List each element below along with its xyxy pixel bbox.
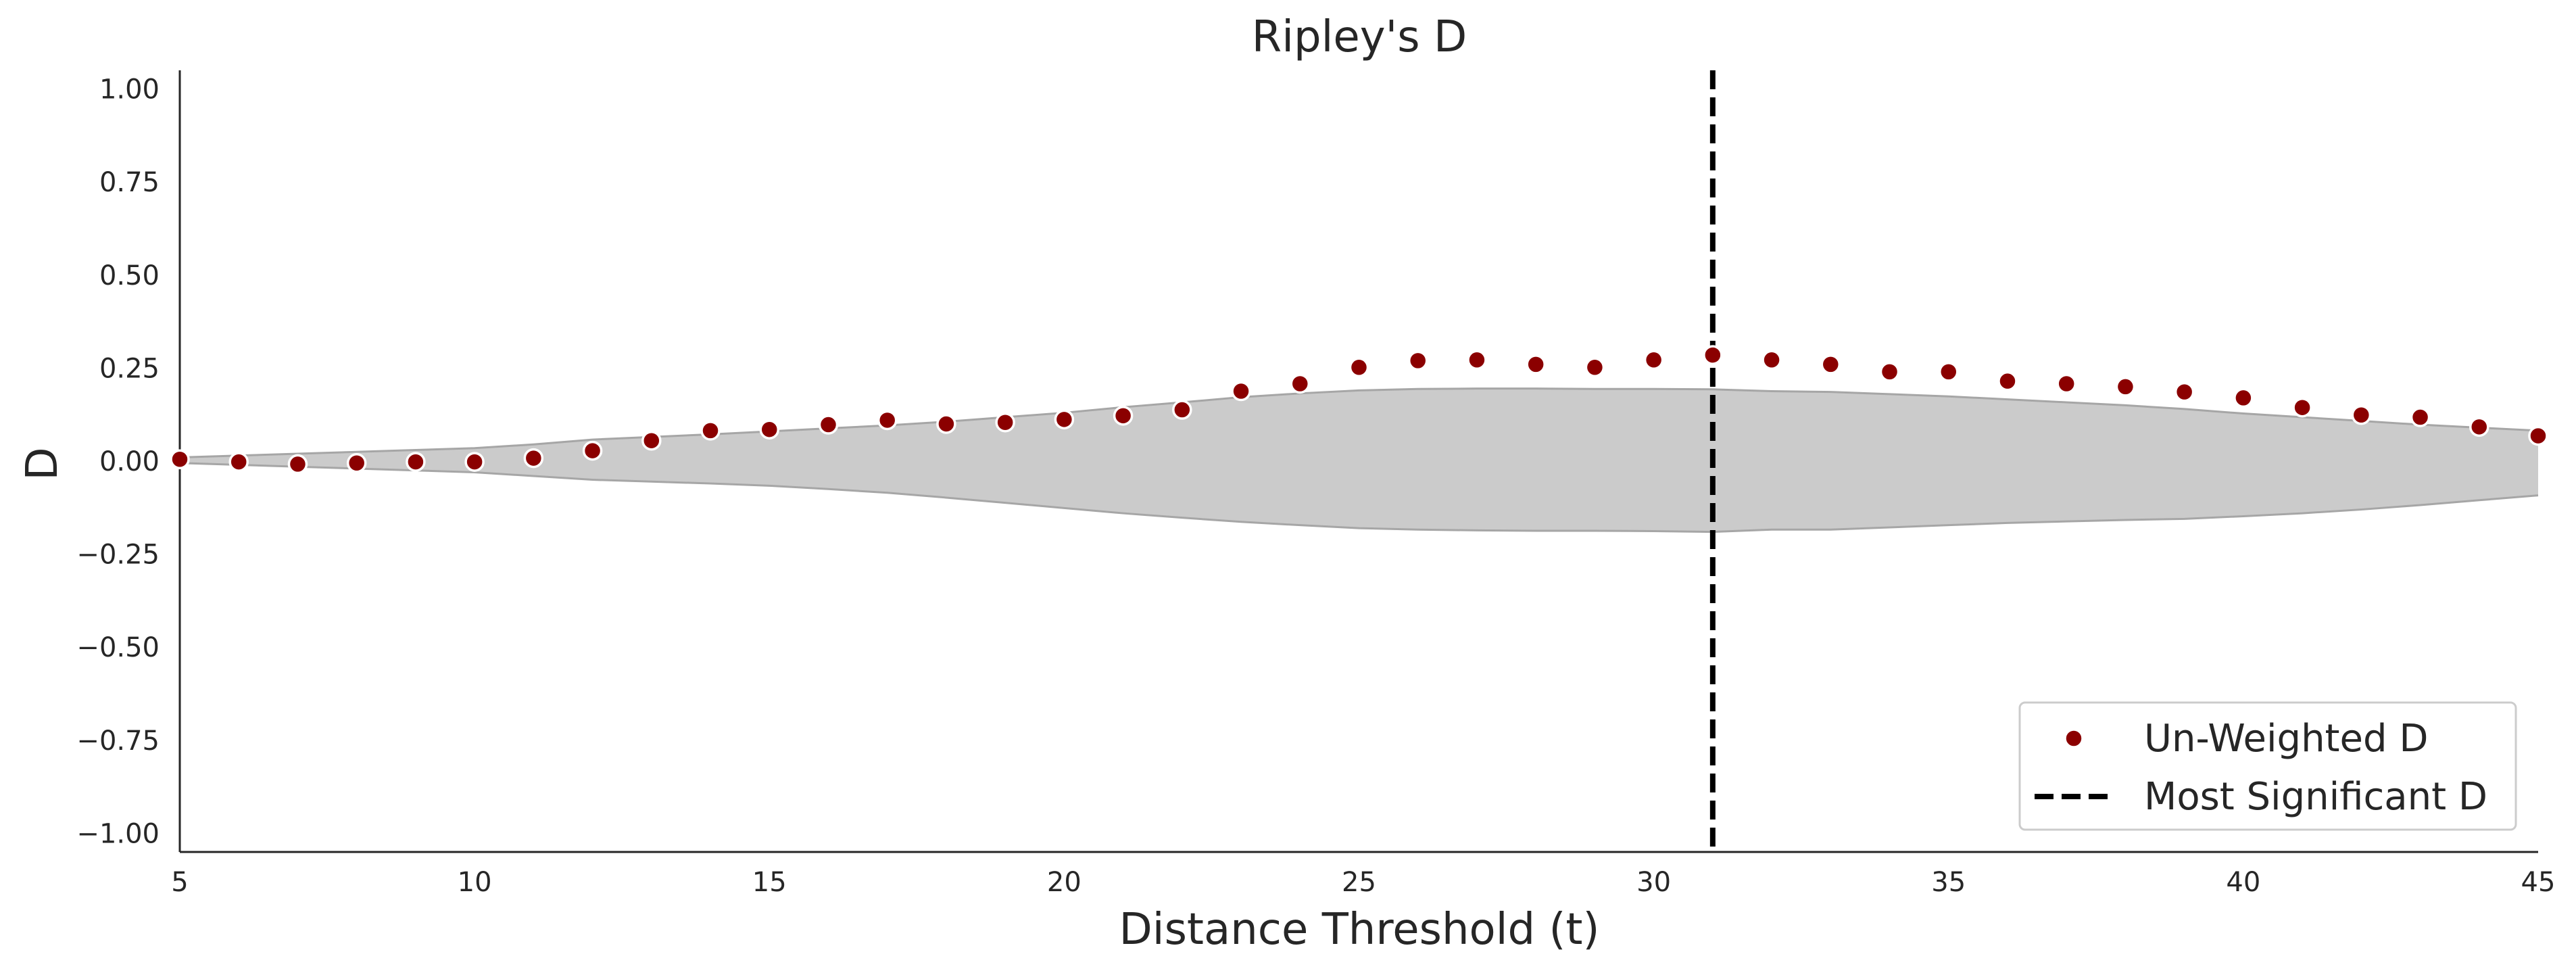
data-point <box>1703 345 1723 365</box>
data-point <box>995 412 1015 433</box>
data-point <box>1054 409 1075 430</box>
data-point <box>1407 350 1428 371</box>
data-point <box>1231 381 1251 402</box>
data-point <box>1584 357 1605 378</box>
y-tick-label: −1.00 <box>76 818 160 849</box>
data-point <box>1467 350 1487 371</box>
data-point <box>641 430 662 451</box>
envelope-upper-edge <box>179 387 2539 458</box>
chart-title: Ripley's D <box>1252 12 1467 62</box>
data-point <box>1348 357 1369 378</box>
y-axis-title: D <box>18 447 68 480</box>
x-tick-label: 25 <box>1342 867 1376 898</box>
y-tick-label: 0.50 <box>99 260 160 291</box>
data-point <box>2351 404 2372 425</box>
data-point <box>818 414 839 435</box>
y-tick-label: 0.75 <box>99 167 160 198</box>
x-tick-label: 35 <box>1931 867 1966 898</box>
data-point <box>287 454 308 475</box>
data-point <box>2292 397 2312 418</box>
simulation-envelope <box>180 388 2538 532</box>
x-tick-label: 45 <box>2521 867 2556 898</box>
y-tick-label: −0.50 <box>76 632 160 663</box>
data-point <box>1820 354 1841 375</box>
y-tick-label: 0.00 <box>99 446 160 477</box>
data-point <box>2233 387 2254 408</box>
data-point <box>936 414 956 434</box>
data-point <box>1997 371 2018 391</box>
data-point <box>1643 350 1664 371</box>
legend-label-most-significant-d: Most Significant D <box>2144 775 2487 819</box>
data-point <box>464 452 485 472</box>
y-tick-label: 1.00 <box>99 74 160 105</box>
y-tick-label: −0.25 <box>76 540 160 571</box>
x-tick-label: 40 <box>2226 867 2260 898</box>
data-point <box>1761 350 1782 371</box>
x-axis-title: Distance Threshold (t) <box>1119 905 1600 955</box>
data-point <box>346 453 367 473</box>
data-point <box>170 449 190 469</box>
data-point <box>1879 362 1900 382</box>
y-tick-label: −0.75 <box>76 726 160 757</box>
x-tick-label: 30 <box>1636 867 1671 898</box>
data-point <box>1113 406 1134 426</box>
legend: Un-Weighted D Most Significant D <box>2018 701 2517 831</box>
legend-marker-unweighted-d <box>2064 728 2084 749</box>
data-point <box>700 421 721 441</box>
x-tick-label: 15 <box>752 867 787 898</box>
data-point <box>1172 400 1192 420</box>
data-point <box>2469 417 2489 437</box>
data-point <box>1939 362 1959 382</box>
data-point <box>1526 354 1546 375</box>
x-tick-label: 20 <box>1047 867 1082 898</box>
legend-box <box>2018 701 2517 831</box>
data-point <box>2528 425 2548 446</box>
data-point <box>759 419 779 440</box>
legend-label-unweighted-d: Un-Weighted D <box>2144 717 2428 761</box>
data-point <box>406 452 426 472</box>
y-tick-label: 0.25 <box>99 353 160 384</box>
plot-area: 5 10 15 20 25 30 35 40 45 1.00 0.75 0.50 0.25 0.00 −0.… <box>76 70 2555 898</box>
data-point <box>2410 407 2431 427</box>
data-point <box>582 440 603 461</box>
x-tick-label: 5 <box>171 867 188 898</box>
data-point <box>228 452 249 472</box>
data-point <box>2056 373 2076 394</box>
data-point <box>877 410 898 431</box>
x-tick-label: 10 <box>458 867 492 898</box>
envelope-lower-edge <box>179 462 2539 533</box>
data-point <box>2115 377 2136 397</box>
data-point <box>2174 381 2195 402</box>
data-point <box>523 448 544 469</box>
data-point <box>1290 373 1311 394</box>
